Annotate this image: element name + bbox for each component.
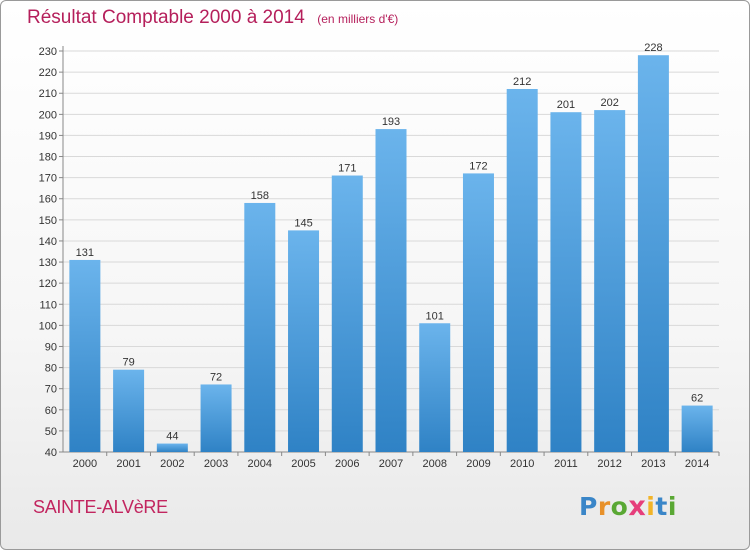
data-label: 62 (691, 393, 703, 405)
proxiti-logo[interactable]: Proxiti (579, 491, 677, 522)
x-tick-label: 2006 (335, 458, 359, 470)
x-tick-label: 2004 (248, 458, 272, 470)
logo-letter: r (597, 492, 611, 521)
bar (594, 110, 626, 453)
data-label: 193 (382, 116, 400, 128)
y-tick-label: 190 (39, 130, 57, 142)
y-tick-label: 140 (39, 236, 57, 248)
data-label: 72 (210, 371, 222, 383)
y-tick-label: 90 (45, 341, 57, 353)
bar (69, 259, 101, 452)
bar (637, 55, 669, 452)
bar (288, 230, 320, 452)
y-tick-label: 70 (45, 384, 57, 396)
bar (462, 173, 494, 452)
x-tick-label: 2012 (597, 458, 621, 470)
bar (506, 88, 538, 452)
y-tick-label: 60 (45, 405, 57, 417)
x-tick-label: 2001 (116, 458, 140, 470)
chart-title: Résultat Comptable 2000 à 2014 (27, 7, 305, 28)
y-tick-label: 40 (45, 447, 57, 459)
bar (200, 384, 232, 452)
x-tick-label: 2014 (685, 458, 709, 470)
y-tick-label: 170 (39, 173, 57, 185)
logo-letter: i (667, 492, 677, 521)
y-tick-label: 100 (39, 320, 57, 332)
x-tick-label: 2002 (160, 458, 184, 470)
bar (156, 443, 188, 452)
x-tick-label: 2011 (554, 458, 578, 470)
x-tick-label: 2008 (422, 458, 446, 470)
y-tick-label: 50 (45, 426, 57, 438)
data-label: 101 (426, 310, 444, 322)
y-tick-label: 220 (39, 67, 57, 79)
bar (331, 175, 363, 452)
x-tick-label: 2009 (466, 458, 490, 470)
data-label: 131 (76, 247, 94, 259)
y-tick-label: 200 (39, 109, 57, 121)
logo-letter: o (610, 492, 629, 521)
data-label: 172 (469, 160, 487, 172)
y-tick-label: 120 (39, 278, 57, 290)
x-tick-label: 2010 (510, 458, 534, 470)
bar (550, 112, 582, 452)
data-label: 145 (294, 217, 312, 229)
x-tick-label: 2013 (641, 458, 665, 470)
x-tick-label: 2000 (73, 458, 97, 470)
logo-letter: t (655, 492, 668, 521)
data-label: 212 (513, 76, 531, 88)
bar (113, 369, 145, 452)
y-tick-label: 110 (39, 299, 57, 311)
logo-letter: x (628, 491, 647, 522)
bar (419, 323, 451, 452)
x-tick-label: 2003 (204, 458, 228, 470)
data-label: 79 (122, 357, 134, 369)
data-label: 228 (644, 42, 662, 54)
data-label: 201 (557, 99, 575, 111)
data-label: 44 (166, 431, 178, 443)
y-tick-label: 210 (39, 88, 57, 100)
y-tick-label: 180 (39, 152, 57, 164)
y-tick-label: 160 (39, 194, 57, 206)
chart-subtitle: (en milliers d'€) (317, 12, 399, 26)
bar (244, 202, 276, 452)
logo-letter: P (579, 492, 598, 521)
bar (681, 405, 713, 452)
y-tick-label: 230 (39, 46, 57, 58)
y-tick-label: 80 (45, 363, 57, 375)
data-label: 171 (338, 163, 356, 175)
title-block: Résultat Comptable 2000 à 2014 (en milli… (27, 7, 398, 29)
data-label: 158 (251, 190, 269, 202)
x-tick-label: 2005 (291, 458, 315, 470)
x-tick-label: 2007 (379, 458, 403, 470)
logo-letter: i (646, 492, 656, 521)
commune-name: SAINTE-ALVèRE (33, 497, 168, 517)
data-label: 202 (600, 97, 618, 109)
bar (375, 129, 407, 452)
y-tick-label: 130 (39, 257, 57, 269)
y-tick-label: 150 (39, 215, 57, 227)
